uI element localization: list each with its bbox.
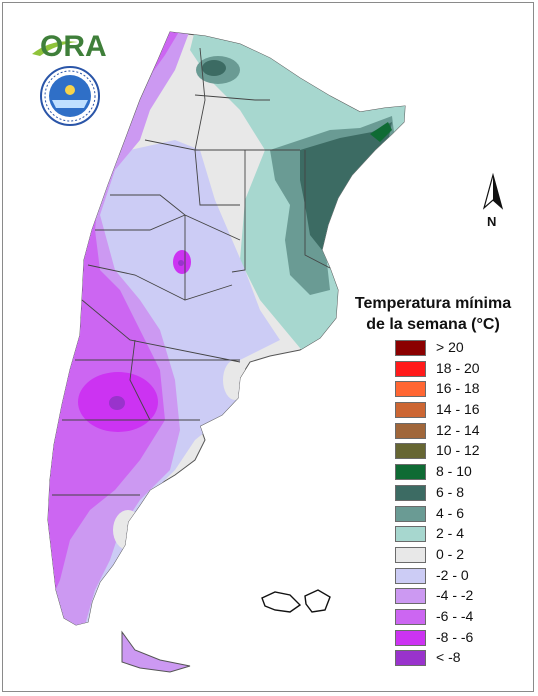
- malvinas-islands: [261, 589, 331, 613]
- legend-label: > 20: [436, 339, 464, 355]
- legend-swatch: [395, 650, 426, 667]
- legend-swatch: [395, 588, 426, 605]
- legend-label: 4 - 6: [436, 504, 465, 521]
- legend-swatch: [395, 340, 426, 356]
- legend-label: 16 - 18: [436, 380, 480, 397]
- legend-title-line2: de la semana (°C): [366, 316, 500, 333]
- legend-label: 18 - 20: [436, 359, 480, 376]
- legend-label: 8 - 10: [436, 463, 472, 480]
- legend-swatch: [395, 629, 426, 646]
- ora-logo-swoosh-icon: [32, 41, 78, 56]
- legend-swatch: [395, 526, 426, 543]
- legend-swatch: [395, 546, 426, 563]
- legend-swatch: [395, 360, 426, 377]
- north-arrow-icon: [482, 172, 504, 210]
- zone-8-10-misiones: [370, 122, 392, 142]
- legend-swatch: [395, 505, 426, 522]
- legend-swatch: [395, 443, 426, 460]
- province-borders: [52, 47, 331, 496]
- tierra-del-fuego: [121, 630, 191, 673]
- legend-label: -8 - -6: [436, 628, 474, 645]
- legend-swatch: [395, 402, 426, 419]
- legend-swatch: [395, 422, 426, 439]
- legend-label: 14 - 16: [436, 401, 480, 418]
- legend-title: Temperatura mínima de la semana (°C): [338, 293, 528, 335]
- legend-swatch: [395, 567, 426, 584]
- legend-swatch: [395, 381, 426, 398]
- legend-label: -6 - -4: [436, 607, 474, 624]
- legend-label: 10 - 12: [436, 442, 480, 459]
- legend-swatch: [395, 484, 426, 501]
- ora-logo: ORA: [40, 30, 107, 63]
- legend-label: -2 - 0: [436, 566, 469, 583]
- legend-label: 12 - 14: [436, 421, 480, 438]
- zone-0-2-patch-coast: [223, 360, 247, 400]
- zone-6-8-north: [202, 60, 226, 76]
- smn-seal-icon: [40, 66, 100, 126]
- legend-swatch: [395, 464, 426, 481]
- zone-0-2-patch-south: [113, 510, 143, 550]
- zone-below-minus8-north: [178, 260, 184, 266]
- legend-label: 6 - 8: [436, 483, 465, 500]
- legend-swatch: [395, 608, 426, 625]
- legend-title-line1: Temperatura mínima: [354, 295, 512, 312]
- north-arrow-label: N: [487, 214, 497, 229]
- zone-below-minus8: [109, 396, 125, 410]
- legend-label: -4 - -2: [436, 587, 474, 604]
- legend-label: < -8: [436, 649, 461, 666]
- legend-label: 0 - 2: [436, 545, 465, 562]
- legend-label: 2 - 4: [436, 525, 465, 542]
